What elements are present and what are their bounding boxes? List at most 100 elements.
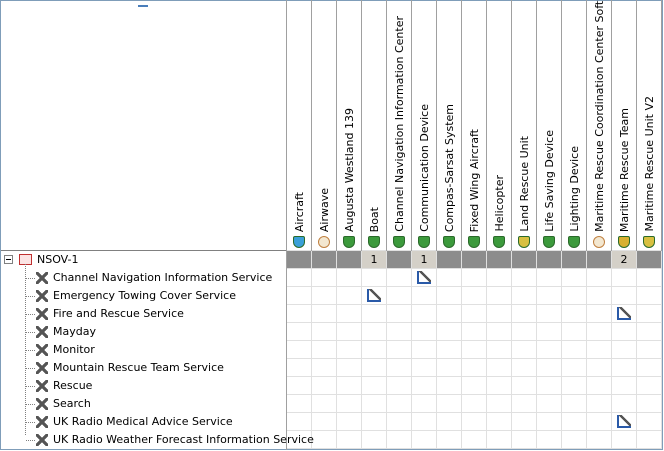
grid-row-line	[287, 322, 662, 323]
service-icon	[36, 326, 48, 338]
count-cell: 2	[612, 251, 636, 268]
row-label[interactable]: Mountain Rescue Team Service	[53, 361, 224, 374]
service-icon	[36, 290, 48, 302]
tree-branch	[26, 278, 35, 279]
column-divider	[336, 0, 337, 251]
row-label[interactable]: Fire and Rescue Service	[53, 307, 184, 320]
column-icon	[518, 236, 530, 248]
service-icon	[36, 308, 48, 320]
column-icon	[393, 236, 405, 248]
grid-row-line	[287, 448, 662, 449]
service-icon	[36, 416, 48, 428]
grid-row-line	[287, 268, 662, 269]
tree-branch	[26, 368, 35, 369]
column-divider	[661, 0, 662, 251]
dependency-arrow[interactable]	[617, 307, 631, 320]
dependency-arrow[interactable]	[417, 271, 431, 284]
count-cell: 1	[362, 251, 386, 268]
column-divider	[386, 0, 387, 251]
row-label[interactable]: UK Radio Weather Forecast Information Se…	[53, 433, 314, 446]
tree-branch	[26, 350, 35, 351]
column-icon	[368, 236, 380, 248]
column-header: Airwave	[318, 187, 331, 232]
column-header: Compas-Sarsat System	[443, 103, 456, 232]
grid-column-line	[536, 251, 537, 449]
grid-column-line	[611, 251, 612, 449]
dependency-arrow[interactable]	[367, 289, 381, 302]
grid-row-line	[287, 340, 662, 341]
column-icon	[443, 236, 455, 248]
column-divider	[461, 0, 462, 251]
tree-branch	[26, 314, 35, 315]
row-label[interactable]: Mayday	[53, 325, 96, 338]
grid-row-line	[287, 304, 662, 305]
grid-row-line	[287, 286, 662, 287]
grid-column-line	[436, 251, 437, 449]
grid-column-line	[461, 251, 462, 449]
column-divider	[511, 0, 512, 251]
grid-column-line	[411, 251, 412, 449]
row-label[interactable]: Monitor	[53, 343, 95, 356]
column-divider	[636, 0, 637, 251]
dependency-arrow[interactable]	[617, 415, 631, 428]
tree-branch	[26, 422, 35, 423]
service-icon	[36, 344, 48, 356]
grid-column-line	[586, 251, 587, 449]
column-divider	[436, 0, 437, 251]
column-icon	[318, 236, 330, 248]
column-header: Augusta Westland 139	[343, 107, 356, 232]
column-divider	[561, 0, 562, 251]
column-header: Lighting Device	[568, 146, 581, 232]
tree-branch	[26, 296, 35, 297]
column-header: Maritime Rescue Unit V2	[643, 96, 656, 232]
tree-line	[25, 264, 26, 435]
column-header: Life Saving Device	[543, 130, 556, 232]
column-icon	[493, 236, 505, 248]
column-divider	[311, 0, 312, 251]
left-divider	[286, 0, 287, 450]
row-label[interactable]: Rescue	[53, 379, 93, 392]
grid-row-line	[287, 376, 662, 377]
column-icon	[468, 236, 480, 248]
grid-row-line	[287, 250, 662, 251]
column-header: Land Rescue Unit	[518, 136, 531, 232]
tree-branch	[26, 404, 35, 405]
root-label[interactable]: NSOV-1	[37, 253, 79, 266]
column-divider	[536, 0, 537, 251]
column-icon	[343, 236, 355, 248]
service-icon	[36, 398, 48, 410]
grid-column-line	[636, 251, 637, 449]
tree-branch	[26, 332, 35, 333]
grid-column-line	[311, 251, 312, 449]
column-icon	[293, 236, 305, 248]
grid-row-line	[287, 394, 662, 395]
column-header: Aircraft	[293, 191, 306, 232]
service-icon	[36, 380, 48, 392]
row-label[interactable]: UK Radio Medical Advice Service	[53, 415, 233, 428]
grid-row-line	[287, 412, 662, 413]
row-label[interactable]: Emergency Towing Cover Service	[53, 289, 236, 302]
column-header: Maritime Rescue Coordination Center Soft…	[593, 0, 606, 232]
column-divider	[361, 0, 362, 251]
grid-column-line	[361, 251, 362, 449]
column-icon	[418, 236, 430, 248]
column-header: Helicopter	[493, 175, 506, 232]
column-icon	[618, 236, 630, 248]
column-icon	[568, 236, 580, 248]
corner-icon	[138, 0, 148, 7]
grid-column-line	[511, 251, 512, 449]
tree-branch	[26, 440, 35, 441]
column-icon	[543, 236, 555, 248]
grid-column-line	[386, 251, 387, 449]
grid-column-line	[561, 251, 562, 449]
service-icon	[36, 362, 48, 374]
column-divider	[486, 0, 487, 251]
grid-column-line	[661, 251, 662, 449]
row-label[interactable]: Search	[53, 397, 91, 410]
service-icon	[36, 272, 48, 284]
row-label[interactable]: Channel Navigation Information Service	[53, 271, 273, 284]
grid-column-line	[486, 251, 487, 449]
grid-row-line	[287, 430, 662, 431]
column-header: Channel Navigation Information Center	[393, 16, 406, 232]
